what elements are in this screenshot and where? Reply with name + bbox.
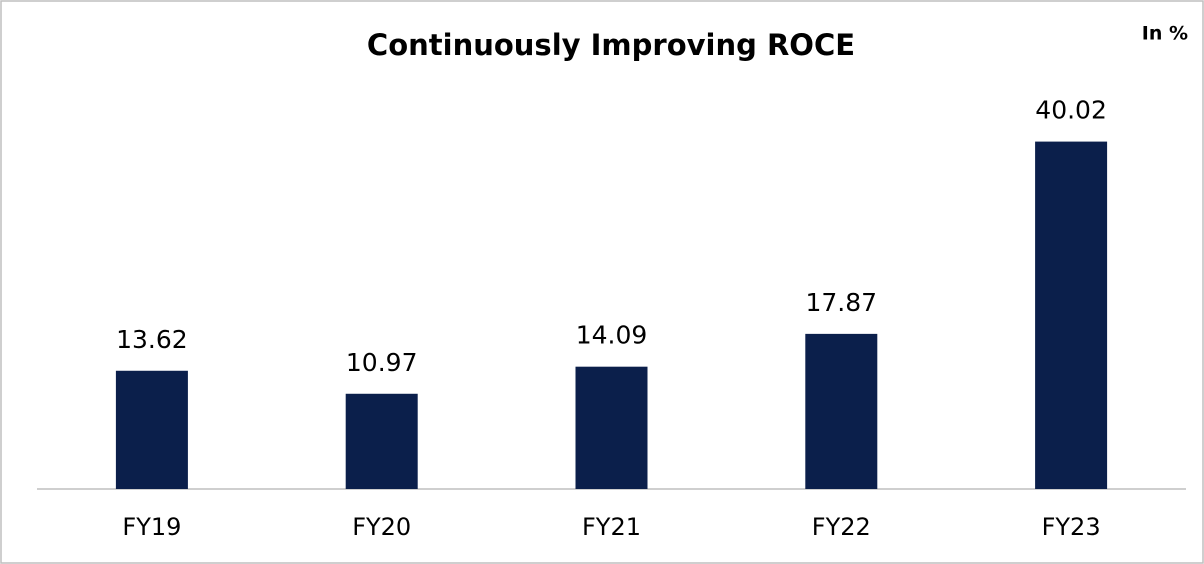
x-tick-label: FY19	[122, 513, 181, 541]
x-tick-label: FY21	[582, 513, 641, 541]
value-label: 17.87	[806, 288, 878, 317]
bar	[805, 333, 878, 489]
chart-title: Continuously Improving ROCE	[367, 28, 855, 62]
bar	[115, 370, 188, 489]
bar	[345, 393, 418, 489]
value-label: 10.97	[346, 348, 418, 377]
bar	[575, 366, 648, 489]
bar	[1035, 141, 1108, 489]
value-label: 13.62	[116, 325, 188, 354]
unit-label: In %	[1142, 23, 1188, 45]
x-tick-label: FY22	[812, 513, 871, 541]
value-label: 40.02	[1035, 96, 1107, 125]
value-label: 14.09	[576, 321, 648, 350]
x-tick-label: FY20	[352, 513, 411, 541]
x-tick-label: FY23	[1042, 513, 1101, 541]
